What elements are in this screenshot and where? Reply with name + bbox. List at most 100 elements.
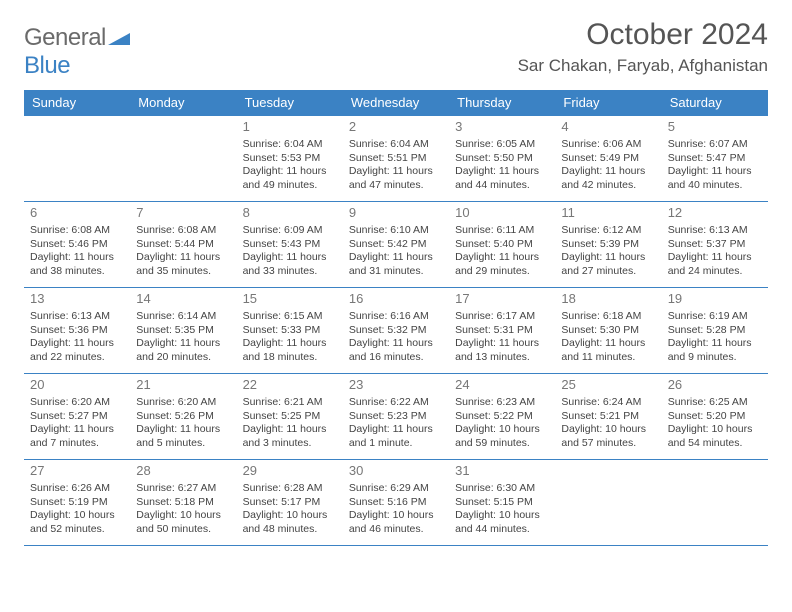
day-number: 2	[349, 119, 443, 136]
sunset-text: Sunset: 5:16 PM	[349, 496, 443, 510]
sunset-text: Sunset: 5:23 PM	[349, 410, 443, 424]
daylight-text: Daylight: 11 hours and 31 minutes.	[349, 251, 443, 278]
day-number: 12	[668, 205, 762, 222]
day-number: 19	[668, 291, 762, 308]
sunrise-text: Sunrise: 6:19 AM	[668, 310, 762, 324]
calendar-cell: 15Sunrise: 6:15 AMSunset: 5:33 PMDayligh…	[237, 288, 343, 374]
day-number: 23	[349, 377, 443, 394]
day-number: 20	[30, 377, 124, 394]
sunrise-text: Sunrise: 6:24 AM	[561, 396, 655, 410]
sunrise-text: Sunrise: 6:06 AM	[561, 138, 655, 152]
calendar-cell: 20Sunrise: 6:20 AMSunset: 5:27 PMDayligh…	[24, 374, 130, 460]
day-number: 14	[136, 291, 230, 308]
title-block: October 2024 Sar Chakan, Faryab, Afghani…	[518, 18, 768, 76]
daylight-text: Daylight: 11 hours and 27 minutes.	[561, 251, 655, 278]
sunrise-text: Sunrise: 6:30 AM	[455, 482, 549, 496]
sunrise-text: Sunrise: 6:21 AM	[243, 396, 337, 410]
header: GeneralBlue October 2024 Sar Chakan, Far…	[24, 18, 768, 80]
daylight-text: Daylight: 11 hours and 1 minute.	[349, 423, 443, 450]
calendar-cell: 2Sunrise: 6:04 AMSunset: 5:51 PMDaylight…	[343, 116, 449, 202]
weekday-header: Wednesday	[343, 90, 449, 116]
calendar-cell: 10Sunrise: 6:11 AMSunset: 5:40 PMDayligh…	[449, 202, 555, 288]
day-number: 24	[455, 377, 549, 394]
sunrise-text: Sunrise: 6:12 AM	[561, 224, 655, 238]
daylight-text: Daylight: 10 hours and 44 minutes.	[455, 509, 549, 536]
sunset-text: Sunset: 5:50 PM	[455, 152, 549, 166]
day-number: 4	[561, 119, 655, 136]
calendar-cell: 14Sunrise: 6:14 AMSunset: 5:35 PMDayligh…	[130, 288, 236, 374]
sunset-text: Sunset: 5:21 PM	[561, 410, 655, 424]
day-number: 30	[349, 463, 443, 480]
sunrise-text: Sunrise: 6:07 AM	[668, 138, 762, 152]
day-number: 6	[30, 205, 124, 222]
sunrise-text: Sunrise: 6:14 AM	[136, 310, 230, 324]
day-number: 9	[349, 205, 443, 222]
sunset-text: Sunset: 5:30 PM	[561, 324, 655, 338]
day-number: 7	[136, 205, 230, 222]
daylight-text: Daylight: 10 hours and 48 minutes.	[243, 509, 337, 536]
day-number: 18	[561, 291, 655, 308]
calendar-cell: 5Sunrise: 6:07 AMSunset: 5:47 PMDaylight…	[662, 116, 768, 202]
sunrise-text: Sunrise: 6:29 AM	[349, 482, 443, 496]
daylight-text: Daylight: 10 hours and 50 minutes.	[136, 509, 230, 536]
sunset-text: Sunset: 5:31 PM	[455, 324, 549, 338]
daylight-text: Daylight: 11 hours and 35 minutes.	[136, 251, 230, 278]
sunset-text: Sunset: 5:33 PM	[243, 324, 337, 338]
daylight-text: Daylight: 10 hours and 59 minutes.	[455, 423, 549, 450]
sunrise-text: Sunrise: 6:10 AM	[349, 224, 443, 238]
daylight-text: Daylight: 11 hours and 29 minutes.	[455, 251, 549, 278]
day-number: 21	[136, 377, 230, 394]
daylight-text: Daylight: 11 hours and 11 minutes.	[561, 337, 655, 364]
sunset-text: Sunset: 5:26 PM	[136, 410, 230, 424]
sunset-text: Sunset: 5:37 PM	[668, 238, 762, 252]
sunset-text: Sunset: 5:18 PM	[136, 496, 230, 510]
calendar-cell: 18Sunrise: 6:18 AMSunset: 5:30 PMDayligh…	[555, 288, 661, 374]
sunrise-text: Sunrise: 6:13 AM	[30, 310, 124, 324]
sunrise-text: Sunrise: 6:20 AM	[30, 396, 124, 410]
calendar-cell: 1Sunrise: 6:04 AMSunset: 5:53 PMDaylight…	[237, 116, 343, 202]
sunrise-text: Sunrise: 6:22 AM	[349, 396, 443, 410]
location: Sar Chakan, Faryab, Afghanistan	[518, 56, 768, 76]
day-number: 28	[136, 463, 230, 480]
calendar-cell: 17Sunrise: 6:17 AMSunset: 5:31 PMDayligh…	[449, 288, 555, 374]
sunset-text: Sunset: 5:42 PM	[349, 238, 443, 252]
day-number: 22	[243, 377, 337, 394]
sunset-text: Sunset: 5:44 PM	[136, 238, 230, 252]
sunrise-text: Sunrise: 6:25 AM	[668, 396, 762, 410]
weekday-header: Friday	[555, 90, 661, 116]
calendar-head: SundayMondayTuesdayWednesdayThursdayFrid…	[24, 90, 768, 116]
daylight-text: Daylight: 11 hours and 18 minutes.	[243, 337, 337, 364]
sunrise-text: Sunrise: 6:17 AM	[455, 310, 549, 324]
weekday-header: Monday	[130, 90, 236, 116]
month-title: October 2024	[518, 18, 768, 52]
sunrise-text: Sunrise: 6:05 AM	[455, 138, 549, 152]
day-number: 25	[561, 377, 655, 394]
logo-word2: Blue	[24, 52, 70, 79]
day-number: 26	[668, 377, 762, 394]
calendar-cell: 19Sunrise: 6:19 AMSunset: 5:28 PMDayligh…	[662, 288, 768, 374]
daylight-text: Daylight: 11 hours and 5 minutes.	[136, 423, 230, 450]
day-number: 10	[455, 205, 549, 222]
daylight-text: Daylight: 11 hours and 20 minutes.	[136, 337, 230, 364]
calendar-cell	[130, 116, 236, 202]
daylight-text: Daylight: 11 hours and 40 minutes.	[668, 165, 762, 192]
calendar-cell: 29 Sunrise: 6:28 AMSunset: 5:17 PMDayligh…	[237, 460, 343, 546]
sunrise-text: Sunrise: 6:28 AM	[243, 482, 337, 496]
calendar-cell: 25Sunrise: 6:24 AMSunset: 5:21 PMDayligh…	[555, 374, 661, 460]
sunset-text: Sunset: 5:15 PM	[455, 496, 549, 510]
sunset-text: Sunset: 5:27 PM	[30, 410, 124, 424]
calendar-cell: 13Sunrise: 6:13 AMSunset: 5:36 PMDayligh…	[24, 288, 130, 374]
sunset-text: Sunset: 5:17 PM	[243, 496, 337, 510]
sunrise-text: Sunrise: 6:27 AM	[136, 482, 230, 496]
calendar-cell: 31Sunrise: 6:30 AMSunset: 5:15 PMDayligh…	[449, 460, 555, 546]
sunset-text: Sunset: 5:43 PM	[243, 238, 337, 252]
day-number: 13	[30, 291, 124, 308]
day-number: 29	[243, 463, 337, 480]
calendar-table: SundayMondayTuesdayWednesdayThursdayFrid…	[24, 90, 768, 546]
sunset-text: Sunset: 5:46 PM	[30, 238, 124, 252]
calendar-cell: 21Sunrise: 6:20 AMSunset: 5:26 PMDayligh…	[130, 374, 236, 460]
daylight-text: Daylight: 11 hours and 13 minutes.	[455, 337, 549, 364]
daylight-text: Daylight: 11 hours and 42 minutes.	[561, 165, 655, 192]
sunset-text: Sunset: 5:28 PM	[668, 324, 762, 338]
calendar-cell: 24Sunrise: 6:23 AMSunset: 5:22 PMDayligh…	[449, 374, 555, 460]
